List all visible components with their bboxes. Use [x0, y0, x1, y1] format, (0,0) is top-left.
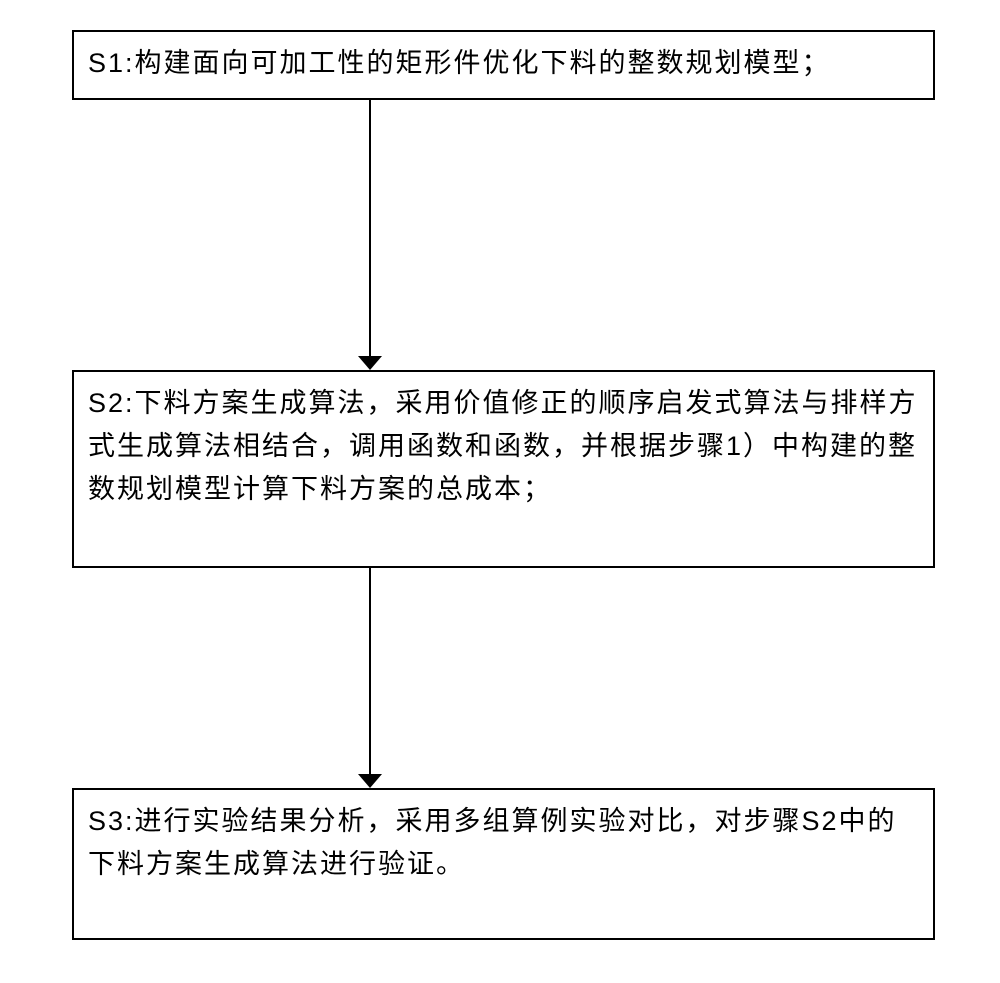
node-s1-label: S1:构建面向可加工性的矩形件优化下料的整数规划模型； [88, 42, 919, 85]
node-s3: S3:进行实验结果分析，采用多组算例实验对比，对步骤S2中的下料方案生成算法进行… [72, 788, 935, 940]
edge-s2-s3-arrow [358, 774, 382, 788]
node-s1: S1:构建面向可加工性的矩形件优化下料的整数规划模型； [72, 30, 935, 100]
node-s2-label: S2:下料方案生成算法，采用价值修正的顺序启发式算法与排样方式生成算法相结合，调… [88, 382, 919, 512]
edge-s1-s2-line [369, 100, 371, 356]
node-s2: S2:下料方案生成算法，采用价值修正的顺序启发式算法与排样方式生成算法相结合，调… [72, 370, 935, 568]
edge-s2-s3-line [369, 568, 371, 774]
flowchart-container: S1:构建面向可加工性的矩形件优化下料的整数规划模型； S2:下料方案生成算法，… [0, 0, 1000, 983]
node-s3-label: S3:进行实验结果分析，采用多组算例实验对比，对步骤S2中的下料方案生成算法进行… [88, 800, 919, 886]
edge-s1-s2-arrow [358, 356, 382, 370]
